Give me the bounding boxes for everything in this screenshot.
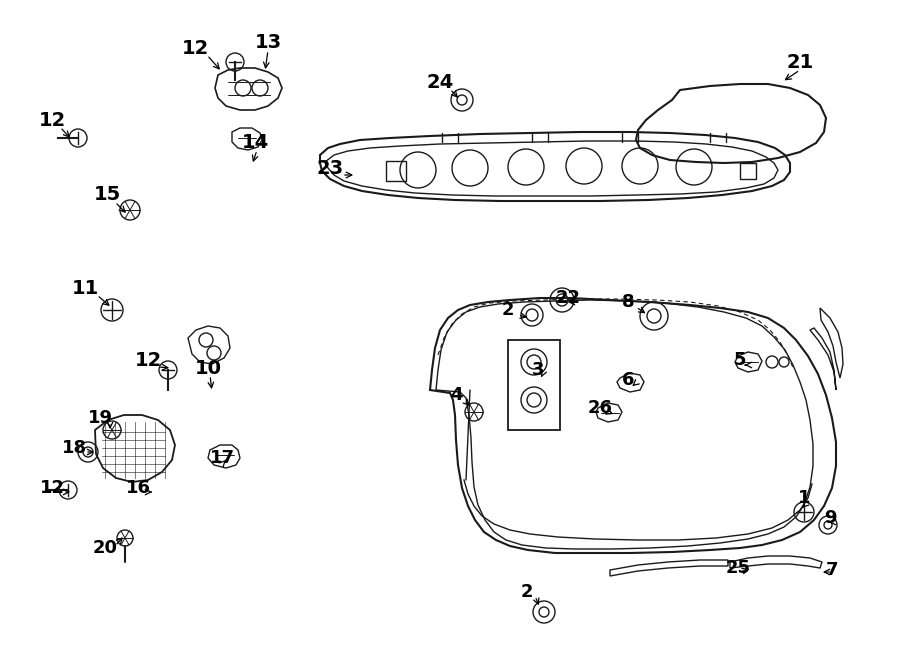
- Text: 12: 12: [134, 350, 162, 369]
- Text: 19: 19: [87, 409, 112, 427]
- Text: 2: 2: [502, 301, 514, 319]
- Text: 12: 12: [40, 479, 65, 497]
- Text: 5: 5: [734, 351, 746, 369]
- Bar: [740, 163, 756, 179]
- Text: 4: 4: [450, 386, 463, 404]
- Text: 18: 18: [62, 439, 87, 457]
- Text: 2: 2: [521, 583, 533, 601]
- Text: 21: 21: [787, 52, 814, 71]
- Text: 12: 12: [39, 110, 66, 130]
- Text: 6: 6: [622, 371, 634, 389]
- Text: 17: 17: [210, 449, 235, 467]
- Text: 9: 9: [824, 509, 836, 527]
- Bar: [508, 340, 560, 430]
- Text: 13: 13: [255, 32, 282, 52]
- Text: 10: 10: [194, 358, 221, 377]
- Text: 12: 12: [182, 38, 209, 58]
- Text: 20: 20: [93, 539, 118, 557]
- Text: 15: 15: [94, 186, 121, 204]
- Text: 7: 7: [826, 561, 838, 579]
- Text: 23: 23: [317, 159, 344, 178]
- Text: 11: 11: [71, 278, 99, 297]
- Text: 14: 14: [241, 132, 268, 151]
- Text: 16: 16: [125, 479, 150, 497]
- Text: 1: 1: [797, 489, 810, 507]
- Text: 3: 3: [532, 361, 544, 379]
- Text: 26: 26: [588, 399, 613, 417]
- Text: 8: 8: [622, 293, 634, 311]
- Text: 22: 22: [555, 289, 580, 307]
- Text: 24: 24: [427, 73, 454, 91]
- Bar: [386, 161, 406, 181]
- Text: 25: 25: [725, 559, 751, 577]
